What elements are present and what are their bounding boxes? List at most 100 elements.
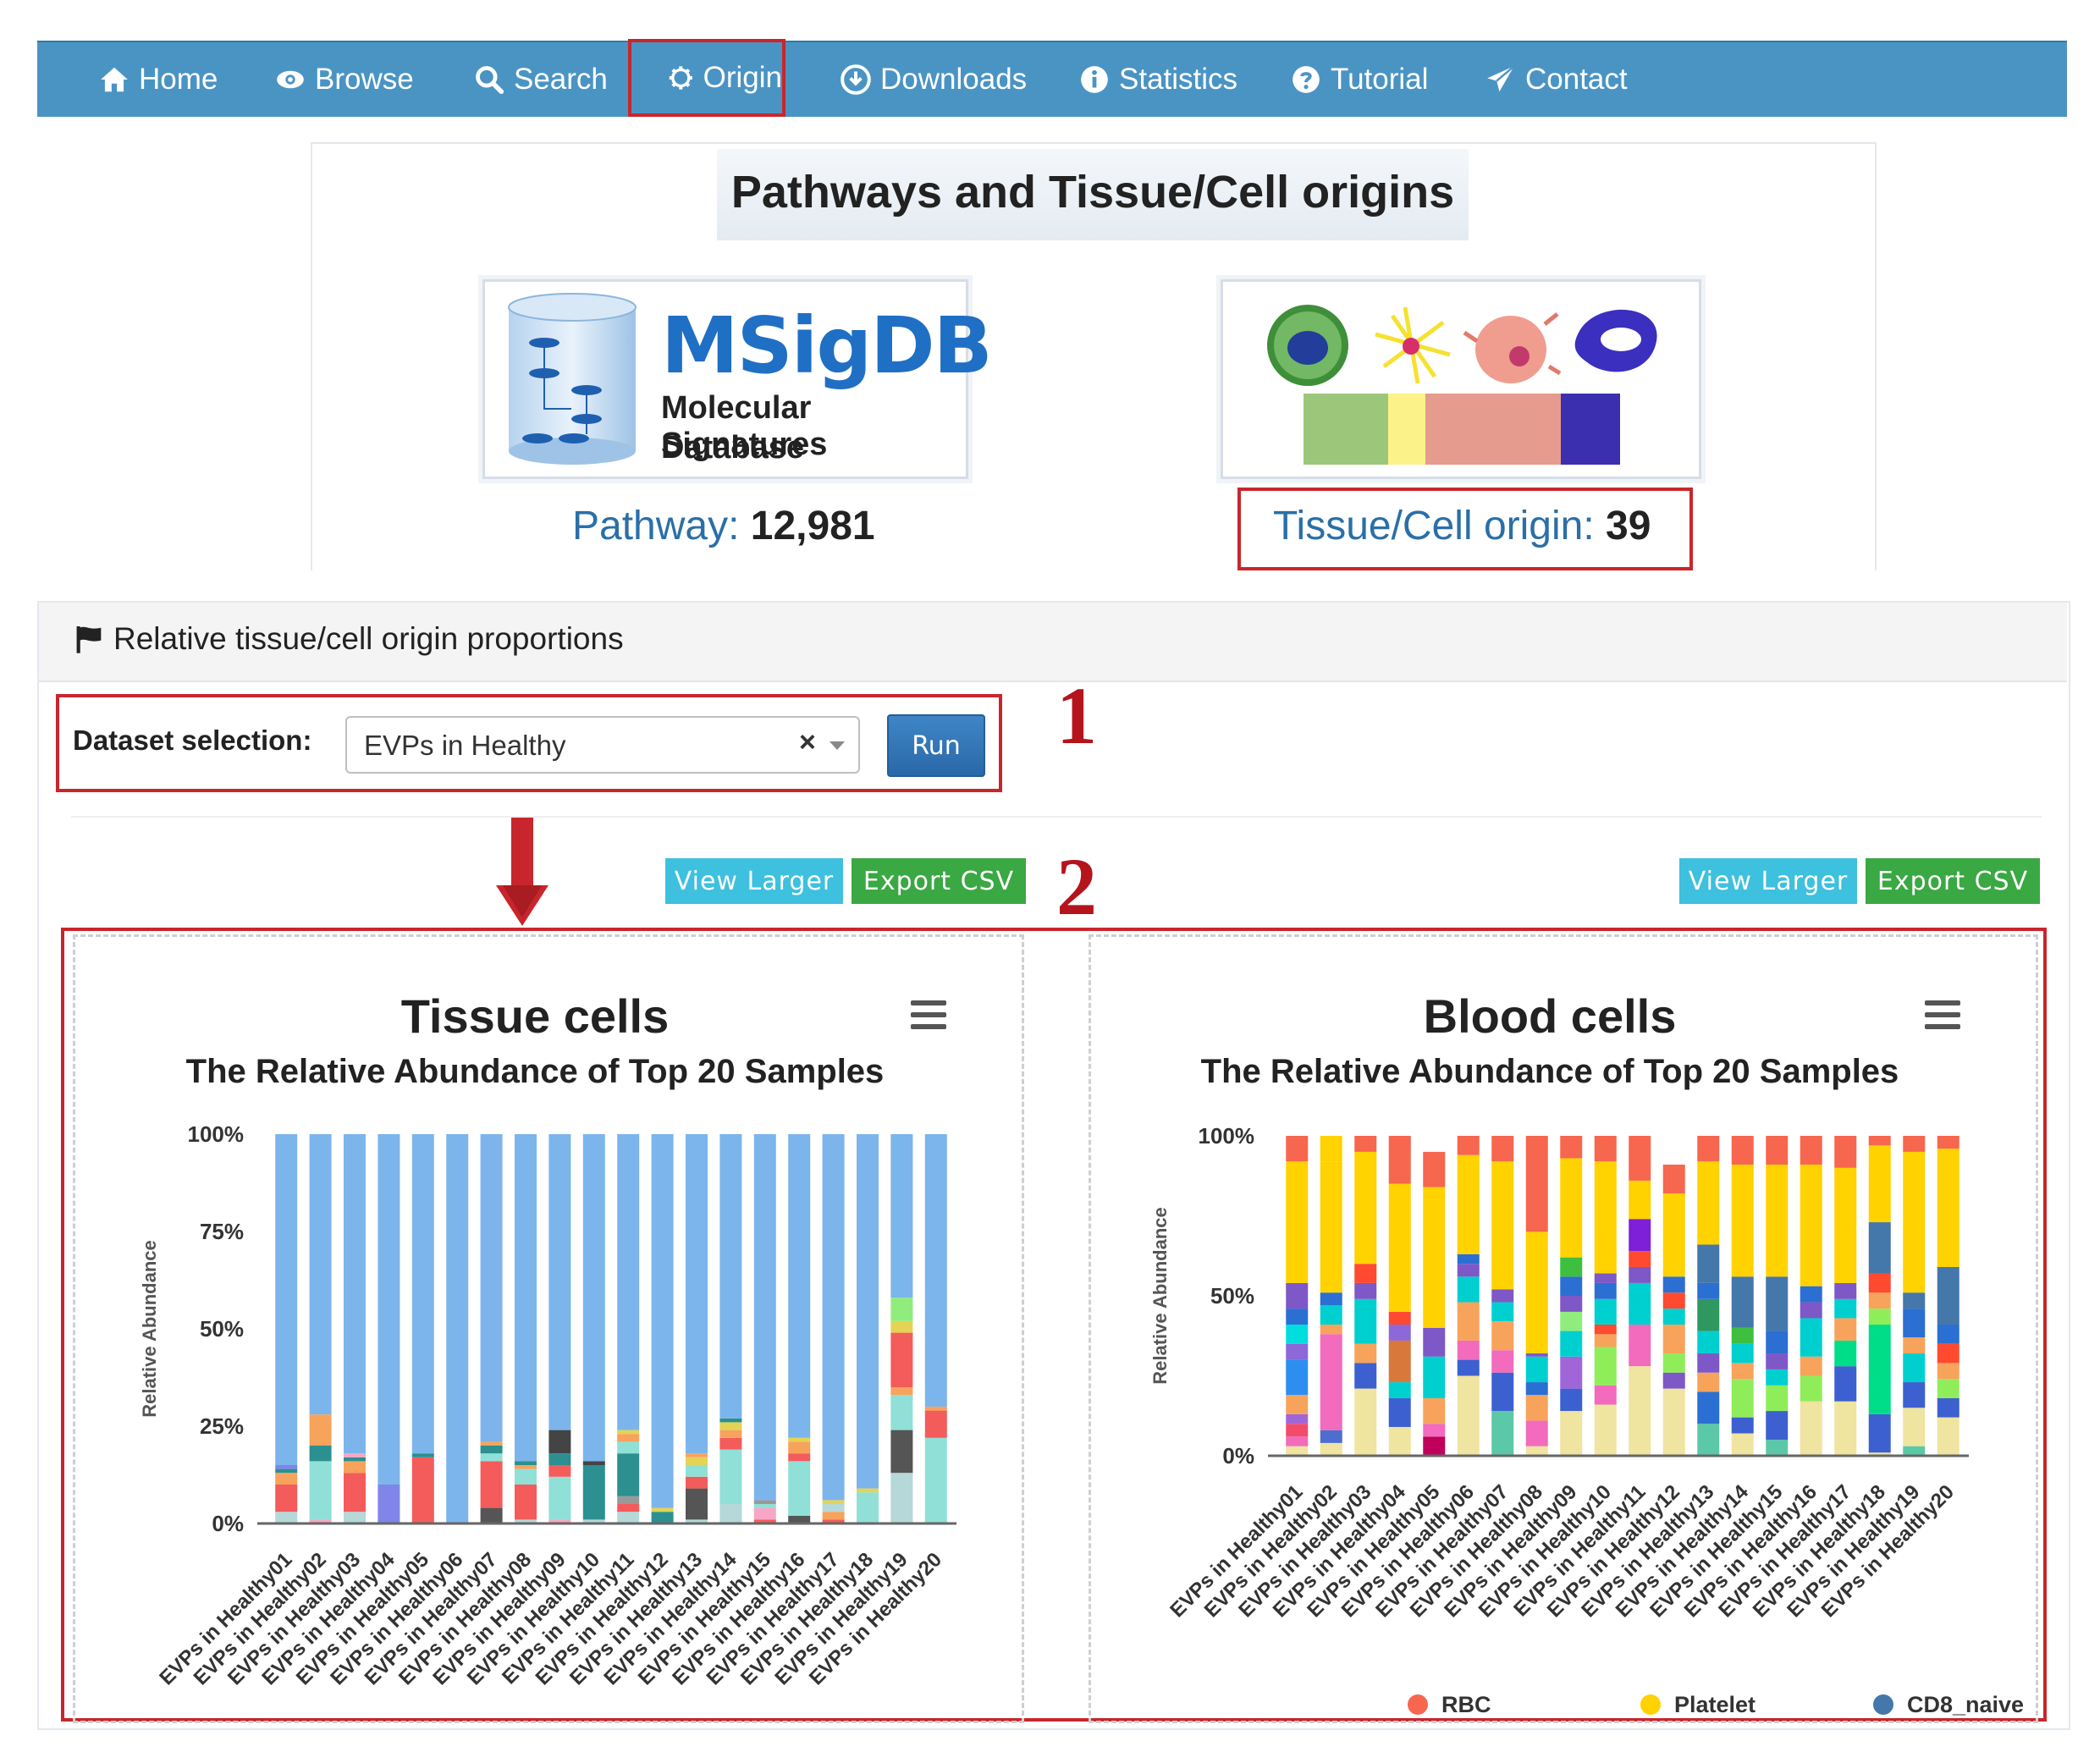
bar-segment[interactable] bbox=[1629, 1180, 1651, 1220]
bar-segment[interactable] bbox=[1800, 1375, 1822, 1402]
bar-segment[interactable] bbox=[1800, 1302, 1822, 1319]
bar-segment[interactable] bbox=[1320, 1305, 1342, 1325]
bar-segment[interactable] bbox=[1286, 1424, 1309, 1437]
bar-segment[interactable] bbox=[1525, 1395, 1548, 1421]
bar-segment[interactable] bbox=[1697, 1298, 1720, 1331]
bar-segment[interactable] bbox=[1766, 1440, 1789, 1456]
bar-segment[interactable] bbox=[1560, 1411, 1583, 1456]
bar-segment[interactable] bbox=[1766, 1411, 1789, 1441]
bar-segment[interactable] bbox=[788, 1441, 811, 1454]
bar-segment[interactable] bbox=[1937, 1363, 1959, 1380]
bar-segment[interactable] bbox=[1594, 1325, 1617, 1335]
bar-segment[interactable] bbox=[788, 1515, 811, 1523]
bar-segment[interactable] bbox=[1868, 1292, 1891, 1309]
bar-segment[interactable] bbox=[1320, 1292, 1342, 1306]
bar-segment[interactable] bbox=[617, 1453, 640, 1496]
bar-segment[interactable] bbox=[480, 1446, 503, 1454]
bar-segment[interactable] bbox=[1800, 1165, 1822, 1286]
bar-segment[interactable] bbox=[1594, 1282, 1617, 1299]
bar-segment[interactable] bbox=[480, 1453, 503, 1462]
bar-segment[interactable] bbox=[1320, 1325, 1342, 1335]
bar-segment[interactable] bbox=[1560, 1136, 1583, 1159]
bar-segment[interactable] bbox=[1868, 1413, 1891, 1453]
bar-segment[interactable] bbox=[1662, 1325, 1685, 1354]
bar-segment[interactable] bbox=[1286, 1308, 1309, 1325]
bar-segment[interactable] bbox=[1937, 1136, 1959, 1149]
bar-segment[interactable] bbox=[1286, 1436, 1309, 1446]
bar-segment[interactable] bbox=[480, 1507, 503, 1523]
bar-segment[interactable] bbox=[344, 1453, 366, 1457]
bar-segment[interactable] bbox=[1354, 1151, 1377, 1264]
nav-statistics[interactable]: Statistics bbox=[1078, 42, 1237, 117]
bar-segment[interactable] bbox=[1834, 1401, 1857, 1456]
bar-segment[interactable] bbox=[1594, 1385, 1617, 1405]
bar-segment[interactable] bbox=[1320, 1161, 1342, 1293]
bar-segment[interactable] bbox=[1834, 1340, 1857, 1367]
bar-segment[interactable] bbox=[1423, 1356, 1446, 1398]
bar-segment[interactable] bbox=[1697, 1244, 1720, 1283]
bar-segment[interactable] bbox=[1766, 1353, 1789, 1369]
bar-segment[interactable] bbox=[1731, 1165, 1754, 1277]
msigdb-logo[interactable]: MSigDB Molecular Signatures Database bbox=[482, 279, 993, 479]
bar-segment[interactable] bbox=[924, 1437, 947, 1523]
bar-segment[interactable] bbox=[1560, 1331, 1583, 1357]
bar-segment[interactable] bbox=[480, 1441, 503, 1446]
bar-segment[interactable] bbox=[1525, 1382, 1548, 1396]
bar-segment[interactable] bbox=[309, 1414, 332, 1446]
bar-segment[interactable] bbox=[1354, 1298, 1377, 1344]
bar-segment[interactable] bbox=[582, 1519, 605, 1523]
bar-segment[interactable] bbox=[515, 1485, 537, 1520]
bar-segment[interactable] bbox=[617, 1512, 640, 1523]
bar-segment[interactable] bbox=[719, 1134, 742, 1419]
bar-segment[interactable] bbox=[548, 1134, 571, 1430]
bar-segment[interactable] bbox=[1354, 1363, 1377, 1389]
bar-segment[interactable] bbox=[1731, 1343, 1754, 1364]
bar-segment[interactable] bbox=[411, 1134, 434, 1454]
bar-segment[interactable] bbox=[617, 1430, 640, 1435]
bar-segment[interactable] bbox=[1662, 1308, 1685, 1325]
bar-segment[interactable] bbox=[411, 1457, 434, 1523]
bar-segment[interactable] bbox=[1903, 1353, 1926, 1383]
bar-segment[interactable] bbox=[344, 1512, 366, 1523]
dataset-select[interactable]: EVPs in Healthy × bbox=[345, 716, 860, 774]
bar-segment[interactable] bbox=[617, 1504, 640, 1512]
bar-segment[interactable] bbox=[1594, 1273, 1617, 1283]
bar-segment[interactable] bbox=[1629, 1219, 1651, 1252]
bar-segment[interactable] bbox=[1903, 1408, 1926, 1446]
bar-segment[interactable] bbox=[686, 1134, 708, 1454]
bar-segment[interactable] bbox=[1491, 1136, 1514, 1162]
bar-segment[interactable] bbox=[822, 1500, 845, 1504]
bar-segment[interactable] bbox=[275, 1473, 298, 1485]
bar-segment[interactable] bbox=[1834, 1298, 1857, 1319]
bar-segment[interactable] bbox=[1525, 1353, 1548, 1357]
bar-segment[interactable] bbox=[1594, 1347, 1617, 1386]
bar-segment[interactable] bbox=[1388, 1382, 1411, 1398]
bar-segment[interactable] bbox=[1423, 1436, 1446, 1456]
bar-segment[interactable] bbox=[1903, 1337, 1926, 1354]
bar-segment[interactable] bbox=[1697, 1282, 1720, 1299]
bar-segment[interactable] bbox=[1320, 1136, 1342, 1162]
bar-segment[interactable] bbox=[1286, 1343, 1309, 1360]
bar-segment[interactable] bbox=[1766, 1276, 1789, 1331]
bar-segment[interactable] bbox=[515, 1461, 537, 1465]
view-larger-button[interactable]: View Larger bbox=[665, 858, 843, 904]
bar-segment[interactable] bbox=[446, 1134, 469, 1523]
bar-segment[interactable] bbox=[822, 1512, 845, 1520]
bar-segment[interactable] bbox=[515, 1519, 537, 1523]
bar-segment[interactable] bbox=[1868, 1136, 1891, 1146]
bar-segment[interactable] bbox=[1937, 1149, 1959, 1267]
bar-segment[interactable] bbox=[1629, 1266, 1651, 1283]
bar-segment[interactable] bbox=[548, 1519, 571, 1523]
bar-segment[interactable] bbox=[1937, 1397, 1959, 1418]
bar-segment[interactable] bbox=[1800, 1136, 1822, 1165]
bar-segment[interactable] bbox=[548, 1430, 571, 1454]
bar-segment[interactable] bbox=[1662, 1388, 1685, 1456]
bar-segment[interactable] bbox=[1457, 1253, 1480, 1264]
bar-segment[interactable] bbox=[1388, 1311, 1411, 1325]
bar-segment[interactable] bbox=[651, 1512, 674, 1523]
bar-segment[interactable] bbox=[890, 1387, 913, 1396]
bar-segment[interactable] bbox=[1525, 1420, 1548, 1446]
bar-segment[interactable] bbox=[1629, 1136, 1651, 1181]
bar-segment[interactable] bbox=[686, 1457, 708, 1465]
bar-segment[interactable] bbox=[1800, 1318, 1822, 1357]
